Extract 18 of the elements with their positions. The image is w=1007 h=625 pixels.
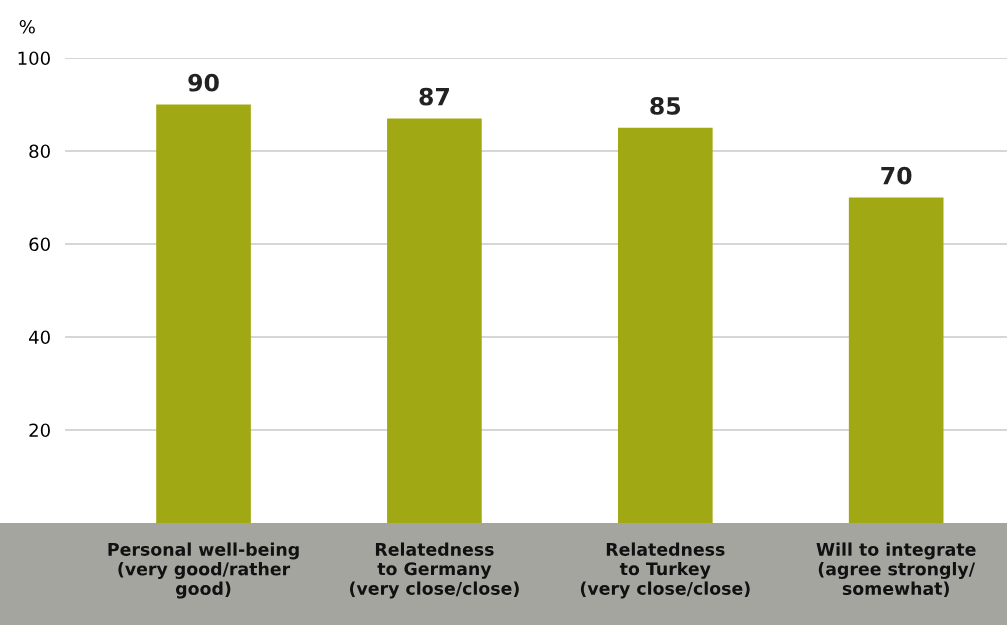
bar [848,197,944,523]
x-tick-label: Relatedness to Turkey (very close/close) [580,542,750,599]
data-label: 85 [650,96,681,115]
y-tick-label: 60 [29,237,50,252]
y-tick-label: 40 [29,330,50,345]
x-tick-label: Will to integrate (agree strongly/ somewhat) [816,542,976,598]
y-tick-label: 80 [29,144,50,159]
data-label: 87 [419,87,449,106]
bar [156,104,251,523]
x-tick-label: Personal well-being (very good/rather good) [108,542,299,599]
x-tick-label: Relatedness to Germany (very close/close) [350,542,519,599]
y-tick-label: 100 [18,51,50,66]
bar [617,127,713,523]
y-tick-label: 20 [29,423,50,438]
bar [387,118,482,523]
data-label: 90 [188,73,219,92]
y-axis-title: % [19,19,35,34]
data-label: 70 [881,166,912,185]
